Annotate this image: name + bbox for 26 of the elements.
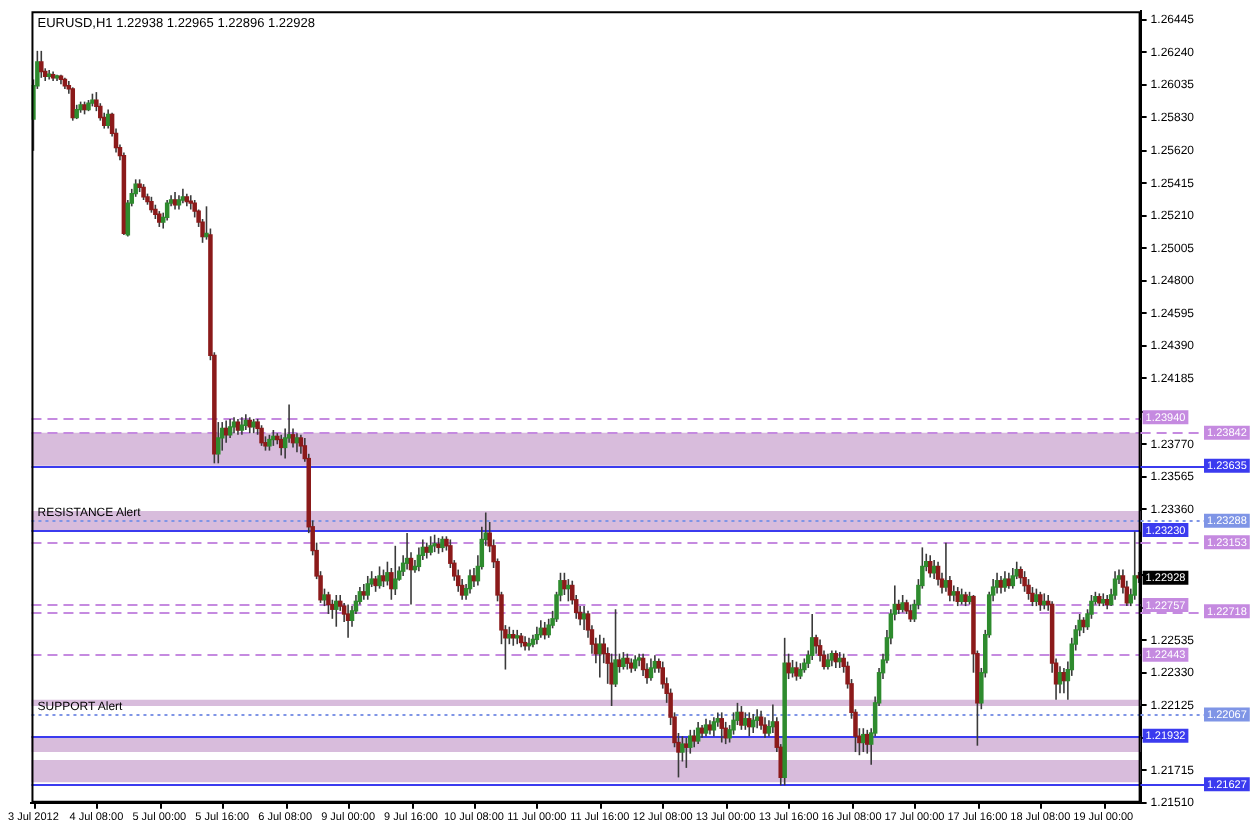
candlestick [739,705,744,731]
candlestick [298,433,304,455]
candlestick [377,565,382,590]
candlestick [334,594,339,628]
candlestick [943,541,949,593]
candlestick [326,591,331,615]
candlestick [1026,578,1031,601]
candlestick [684,736,689,769]
candlestick [428,535,433,557]
candlestick [758,709,764,731]
candlestick [393,545,398,596]
candlestick [1038,591,1043,612]
candlestick [747,711,752,737]
candlestick [345,603,351,639]
candlestick [562,571,567,596]
candlestick [259,424,264,447]
candlestick [754,708,760,730]
candlestick [648,657,654,682]
candlestick [1022,570,1027,593]
candlestick [731,711,736,736]
candlestick [455,568,461,593]
candlestick [546,617,551,639]
candlestick [794,660,799,682]
candlestick [164,199,170,222]
candlestick [1132,530,1137,601]
candlestick [817,638,823,663]
